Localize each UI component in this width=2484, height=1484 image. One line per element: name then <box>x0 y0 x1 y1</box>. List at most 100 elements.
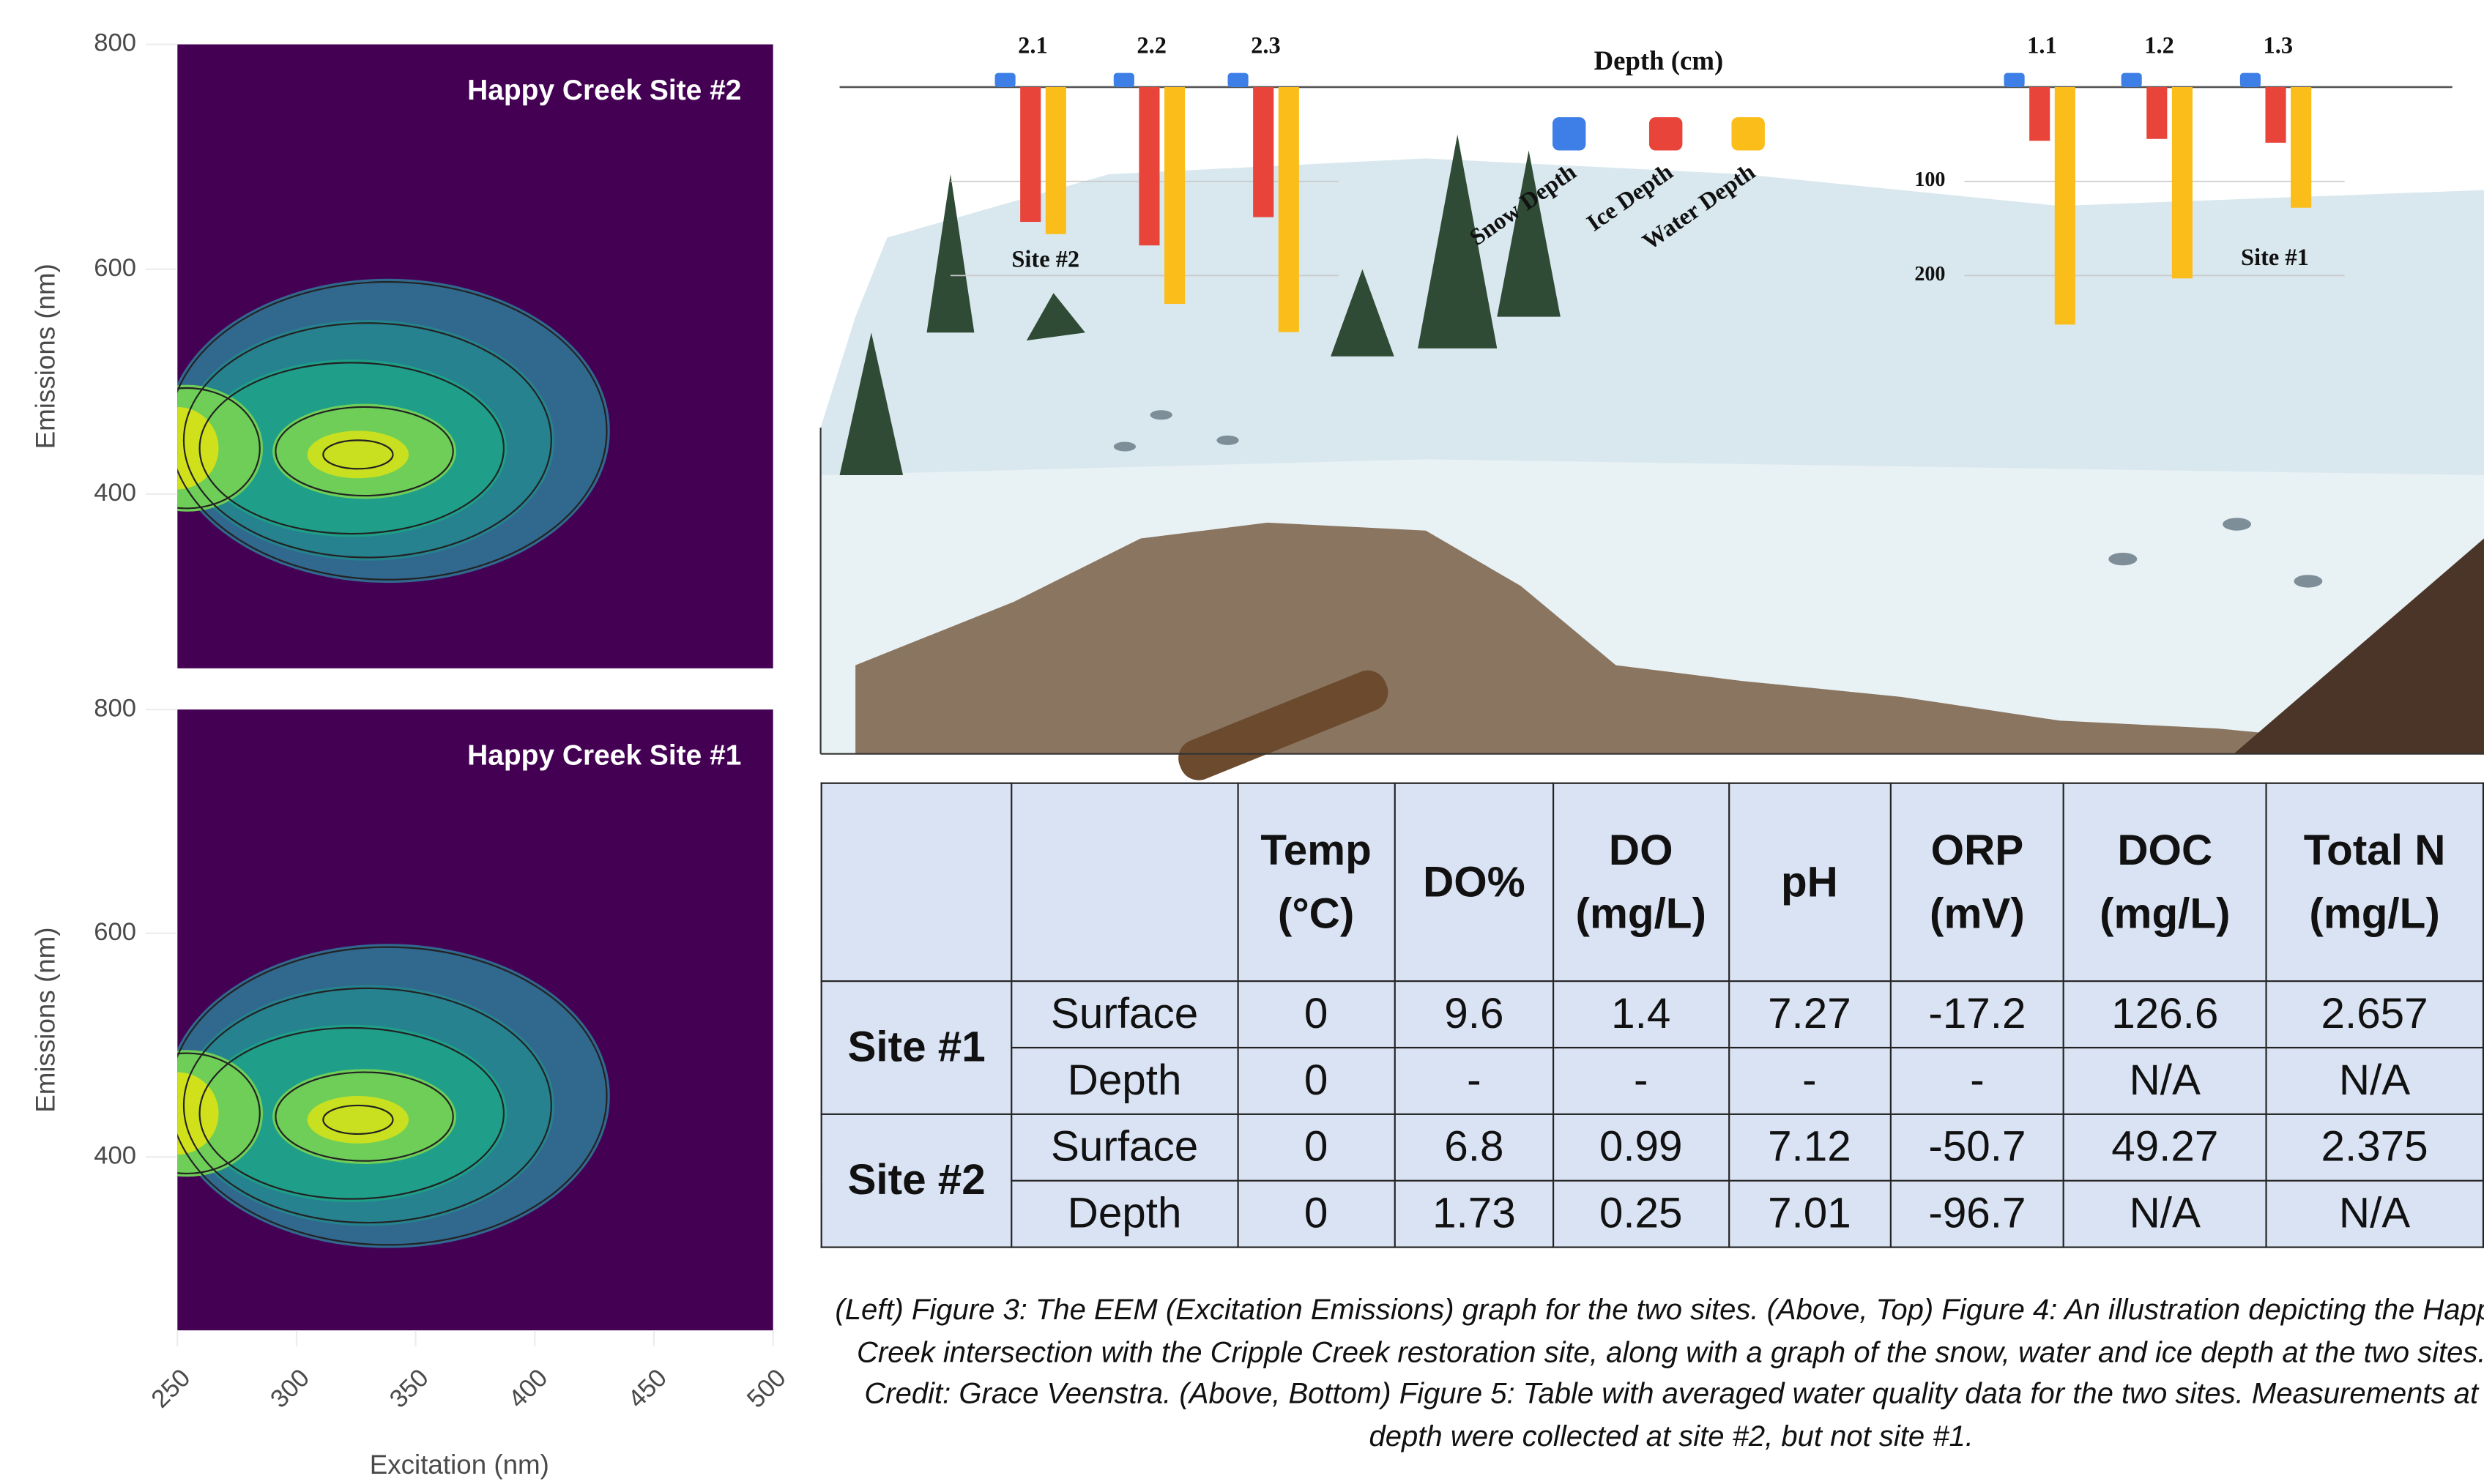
plot-title: Happy Creek Site #1 <box>467 739 741 771</box>
data-cell: 0 <box>1238 1181 1395 1248</box>
data-cell: -17.2 <box>1891 981 2064 1048</box>
data-cell: 2.375 <box>2266 1114 2483 1181</box>
data-cell: N/A <box>2266 1048 2483 1114</box>
eem-plot-area <box>111 45 773 1331</box>
y-tick-label: 800 <box>94 29 136 57</box>
plot-title: Happy Creek Site #2 <box>467 75 741 106</box>
y-tick-label: 100 <box>1914 168 1945 191</box>
category-label: 1.3 <box>2264 32 2294 59</box>
bar <box>2146 87 2167 139</box>
data-cell: 7.27 <box>1728 981 1890 1048</box>
y-axis-label: Emissions (nm) <box>31 927 61 1112</box>
x-tick-label: 300 <box>265 1364 315 1414</box>
bar <box>2055 87 2075 324</box>
data-cell: -50.7 <box>1891 1114 2064 1181</box>
data-cell: 9.6 <box>1395 981 1554 1048</box>
poster-panel: 400 600 800 Emissions (nm) Happy Creek Site … <box>0 0 2484 1484</box>
category-label: 2.2 <box>1137 32 1167 59</box>
figure-caption: (Left) Figure 3: The EEM (Excitation Emi… <box>827 1289 2484 1457</box>
bar <box>2240 73 2261 87</box>
data-cell: - <box>1553 1048 1728 1114</box>
data-cell: -96.7 <box>1891 1181 2064 1248</box>
bar <box>1253 87 1273 217</box>
bar <box>1114 73 1134 87</box>
data-cell: 1.4 <box>1553 981 1728 1048</box>
data-cell: 0.99 <box>1553 1114 1728 1181</box>
axis-title: Depth (cm) <box>1594 45 1724 75</box>
x-tick-label: 350 <box>384 1364 434 1414</box>
header-cell: pH <box>1728 783 1890 981</box>
bar <box>2122 73 2142 87</box>
header-cell: DOC (mg/L) <box>2064 783 2266 981</box>
x-tick-label: 400 <box>504 1364 554 1414</box>
data-cell: 2.657 <box>2266 981 2483 1048</box>
bar <box>1139 87 1159 245</box>
header-cell: ORP (mV) <box>1891 783 2064 981</box>
legend-swatch <box>1552 117 1585 150</box>
x-axis-label: Excitation (nm) <box>370 1450 549 1480</box>
site-label: Site #2 <box>1011 246 1079 272</box>
y-tick-label: 400 <box>94 479 136 507</box>
site-cell: Site #1 <box>822 981 1012 1114</box>
figure: 400 600 800 Emissions (nm) Happy Creek Site … <box>0 0 2484 1484</box>
legend-swatch <box>1731 117 1764 150</box>
y-tick-label: 600 <box>94 918 136 946</box>
data-cell: 49.27 <box>2064 1114 2266 1181</box>
bar <box>2004 73 2025 87</box>
y-axis-label: Emissions (nm) <box>31 264 61 449</box>
data-cell: 1.73 <box>1395 1181 1554 1248</box>
data-cell: 7.12 <box>1728 1114 1890 1181</box>
bar <box>1164 87 1185 304</box>
site-cell: Site #2 <box>822 1114 1012 1248</box>
data-cell: - <box>1395 1048 1554 1114</box>
bar <box>1279 87 1299 332</box>
bar <box>2265 87 2286 143</box>
header-cell: DO% <box>1395 783 1554 981</box>
header-cell: DO (mg/L) <box>1553 783 1728 981</box>
bar <box>995 73 1016 87</box>
y-tick-label: 200 <box>1914 263 1945 286</box>
category-label: 2.1 <box>1018 32 1048 59</box>
bar <box>1228 73 1249 87</box>
y-tick-label: 800 <box>94 694 136 722</box>
data-cell: 7.01 <box>1728 1181 1890 1248</box>
data-cell: Depth <box>1012 1048 1238 1114</box>
data-cell: 6.8 <box>1395 1114 1554 1181</box>
header-cell: Total N (mg/L) <box>2266 783 2483 981</box>
data-cell: Surface <box>1012 981 1238 1048</box>
header-cell <box>822 783 1012 981</box>
data-cell: 0 <box>1238 1048 1395 1114</box>
data-cell: Surface <box>1012 1114 1238 1181</box>
header-cell: Temp (°C) <box>1238 783 1395 981</box>
data-cell: 0.25 <box>1553 1181 1728 1248</box>
x-tick-label: 450 <box>622 1364 672 1414</box>
y-tick-label: 600 <box>94 254 136 282</box>
x-tick-label: 250 <box>146 1364 196 1414</box>
x-tick-label: 500 <box>742 1364 792 1414</box>
data-cell: - <box>1891 1048 2064 1114</box>
legend-swatch <box>1649 117 1682 150</box>
bar <box>2291 87 2311 208</box>
data-cell: N/A <box>2064 1048 2266 1114</box>
site-label: Site #1 <box>2241 245 2309 271</box>
data-cell: 0 <box>1238 981 1395 1048</box>
data-cell: - <box>1728 1048 1890 1114</box>
y-tick-label: 400 <box>94 1141 136 1169</box>
data-cell: 0 <box>1238 1114 1395 1181</box>
category-label: 1.2 <box>2144 32 2174 59</box>
bar <box>1020 87 1041 222</box>
bar <box>2172 87 2193 278</box>
category-label: 1.1 <box>2027 32 2057 59</box>
bar <box>2029 87 2050 141</box>
data-cell: N/A <box>2266 1181 2483 1248</box>
bar <box>1046 87 1066 234</box>
data-cell: Depth <box>1012 1181 1238 1248</box>
category-label: 2.3 <box>1251 32 1281 59</box>
data-cell: N/A <box>2064 1181 2266 1248</box>
